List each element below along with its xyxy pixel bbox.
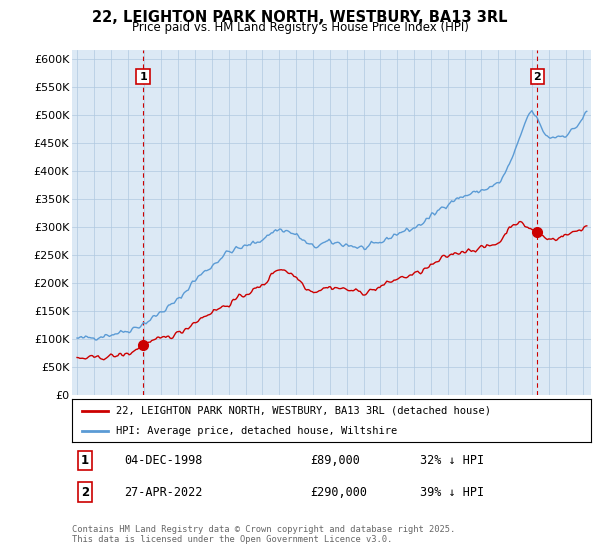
Text: 27-APR-2022: 27-APR-2022 xyxy=(124,486,202,498)
Text: £290,000: £290,000 xyxy=(311,486,368,498)
Text: 1: 1 xyxy=(81,454,89,467)
Text: 2: 2 xyxy=(81,486,89,498)
Text: 32% ↓ HPI: 32% ↓ HPI xyxy=(420,454,484,467)
Text: 39% ↓ HPI: 39% ↓ HPI xyxy=(420,486,484,498)
Text: Contains HM Land Registry data © Crown copyright and database right 2025.
This d: Contains HM Land Registry data © Crown c… xyxy=(72,525,455,544)
Text: £89,000: £89,000 xyxy=(311,454,361,467)
Text: 22, LEIGHTON PARK NORTH, WESTBURY, BA13 3RL (detached house): 22, LEIGHTON PARK NORTH, WESTBURY, BA13 … xyxy=(116,405,491,416)
Text: 1: 1 xyxy=(139,72,147,82)
Text: 22, LEIGHTON PARK NORTH, WESTBURY, BA13 3RL: 22, LEIGHTON PARK NORTH, WESTBURY, BA13 … xyxy=(92,10,508,25)
Text: Price paid vs. HM Land Registry's House Price Index (HPI): Price paid vs. HM Land Registry's House … xyxy=(131,21,469,34)
Text: 2: 2 xyxy=(533,72,541,82)
Text: 04-DEC-1998: 04-DEC-1998 xyxy=(124,454,202,467)
Text: HPI: Average price, detached house, Wiltshire: HPI: Average price, detached house, Wilt… xyxy=(116,426,397,436)
